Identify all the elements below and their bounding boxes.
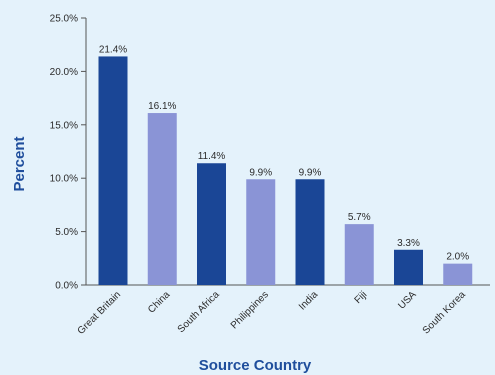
x-tick-label: Fiji	[353, 289, 370, 306]
y-tick-label: 10.0%	[50, 174, 78, 185]
bar-india	[295, 179, 325, 285]
x-tick-label: South Korea	[421, 289, 468, 336]
data-label: 21.4%	[99, 44, 127, 55]
bars-layer	[98, 56, 473, 286]
y-tick-label: 25.0%	[50, 14, 78, 25]
x-tick-label: India	[297, 289, 320, 312]
bar-south-korea	[443, 263, 473, 285]
y-tick-label: 5.0%	[55, 227, 78, 238]
x-tick-label: South Africa	[176, 289, 222, 335]
bar-usa	[394, 249, 423, 285]
data-label: 9.9%	[299, 167, 322, 178]
bar-south-africa	[197, 163, 226, 285]
x-tick-label: Philippines	[229, 289, 271, 331]
data-label: 5.7%	[348, 212, 371, 223]
data-label: 16.1%	[148, 101, 176, 112]
bar-philippines	[246, 179, 276, 285]
x-tick-label: Great Britain	[76, 289, 123, 336]
bar-china	[147, 113, 177, 285]
x-axis-title: Source Country	[199, 357, 312, 374]
y-tick-label: 0.0%	[55, 281, 78, 292]
data-label: 2.0%	[446, 252, 469, 263]
x-tick-label: USA	[396, 289, 419, 312]
x-tick-label: China	[146, 289, 173, 316]
y-tick-label: 15.0%	[50, 120, 78, 131]
y-axis-title: Percent	[11, 136, 28, 191]
data-label: 11.4%	[198, 151, 226, 162]
y-tick-label: 20.0%	[50, 67, 78, 78]
data-label: 9.9%	[249, 167, 272, 178]
bar-great-britain	[98, 56, 128, 286]
bar-fiji	[344, 224, 374, 285]
data-label: 3.3%	[397, 238, 420, 249]
